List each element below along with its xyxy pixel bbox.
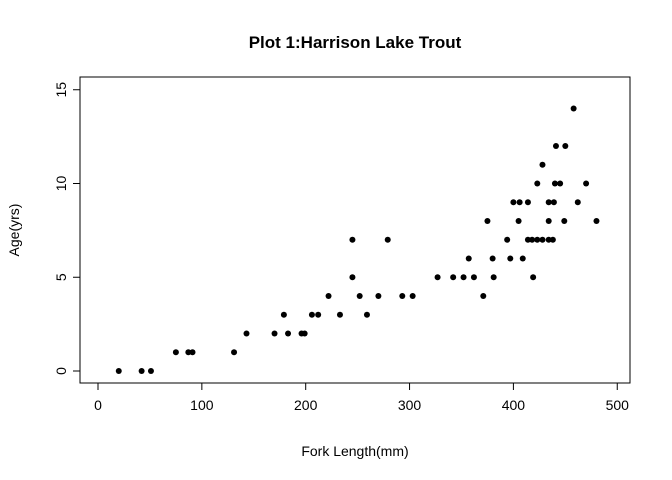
data-point bbox=[189, 349, 196, 356]
data-point bbox=[172, 349, 179, 356]
data-point bbox=[484, 218, 491, 224]
data-point bbox=[524, 199, 531, 206]
data-point bbox=[549, 236, 556, 243]
x-tick-label: 200 bbox=[294, 397, 318, 413]
data-point bbox=[545, 199, 552, 206]
data-point bbox=[356, 293, 363, 299]
data-point bbox=[243, 330, 250, 337]
data-point bbox=[507, 255, 514, 262]
data-point bbox=[480, 293, 487, 299]
y-tick-label: 10 bbox=[53, 176, 69, 192]
data-point bbox=[552, 143, 559, 149]
data-point bbox=[539, 161, 546, 168]
data-point bbox=[409, 293, 416, 299]
data-point bbox=[534, 180, 541, 187]
x-tick-label: 0 bbox=[94, 397, 102, 413]
chart-title: Plot 1:Harrison Lake Trout bbox=[249, 33, 462, 52]
data-point bbox=[551, 180, 558, 187]
y-axis: 0 5 10 15 bbox=[53, 82, 81, 375]
data-point bbox=[504, 236, 511, 243]
data-point bbox=[460, 274, 467, 281]
data-point bbox=[363, 311, 370, 318]
x-tick-label: 300 bbox=[398, 397, 422, 413]
data-point bbox=[280, 311, 287, 318]
x-tick-label: 500 bbox=[606, 397, 630, 413]
x-tick-label: 400 bbox=[502, 397, 526, 413]
data-point bbox=[349, 236, 356, 243]
y-tick-label: 5 bbox=[53, 273, 69, 281]
data-point bbox=[325, 293, 332, 299]
data-point bbox=[583, 180, 590, 187]
data-point bbox=[516, 199, 523, 206]
data-point bbox=[285, 330, 292, 337]
x-tick-label: 100 bbox=[190, 397, 214, 413]
data-point bbox=[301, 330, 308, 337]
plot-frame bbox=[79, 76, 631, 384]
y-tick-label: 0 bbox=[53, 367, 69, 375]
data-point bbox=[271, 330, 278, 337]
data-point bbox=[519, 255, 526, 262]
data-point bbox=[308, 311, 315, 318]
data-point bbox=[515, 218, 522, 224]
data-point bbox=[489, 255, 496, 262]
data-point bbox=[561, 218, 568, 224]
data-point bbox=[557, 180, 564, 187]
data-point bbox=[349, 274, 356, 281]
x-axis: 0 100 200 300 400 500 bbox=[94, 382, 630, 413]
data-point bbox=[593, 218, 600, 224]
data-point bbox=[138, 368, 145, 374]
data-point bbox=[375, 293, 382, 299]
data-point bbox=[434, 274, 441, 281]
data-point bbox=[115, 368, 122, 374]
data-point bbox=[231, 349, 238, 356]
data-point bbox=[315, 311, 322, 318]
data-point bbox=[490, 274, 497, 281]
data-point bbox=[147, 368, 154, 374]
data-point bbox=[550, 199, 557, 206]
data-point bbox=[545, 218, 552, 224]
data-points bbox=[115, 105, 600, 374]
data-point bbox=[530, 274, 537, 281]
data-point bbox=[470, 274, 477, 281]
data-point bbox=[545, 236, 552, 243]
data-point bbox=[465, 255, 472, 262]
data-point bbox=[534, 236, 541, 243]
data-point bbox=[562, 143, 569, 149]
data-point bbox=[336, 311, 343, 318]
data-point bbox=[399, 293, 406, 299]
data-point bbox=[539, 236, 546, 243]
data-point bbox=[384, 236, 391, 243]
data-point bbox=[510, 199, 517, 206]
y-axis-label: Age(yrs) bbox=[6, 204, 22, 257]
data-point bbox=[574, 199, 581, 206]
y-tick-label: 15 bbox=[53, 82, 69, 98]
data-point bbox=[450, 274, 457, 281]
data-point bbox=[524, 236, 531, 243]
data-point bbox=[529, 236, 536, 243]
x-axis-label: Fork Length(mm) bbox=[301, 443, 408, 459]
data-point bbox=[185, 349, 192, 356]
data-point bbox=[570, 105, 577, 112]
